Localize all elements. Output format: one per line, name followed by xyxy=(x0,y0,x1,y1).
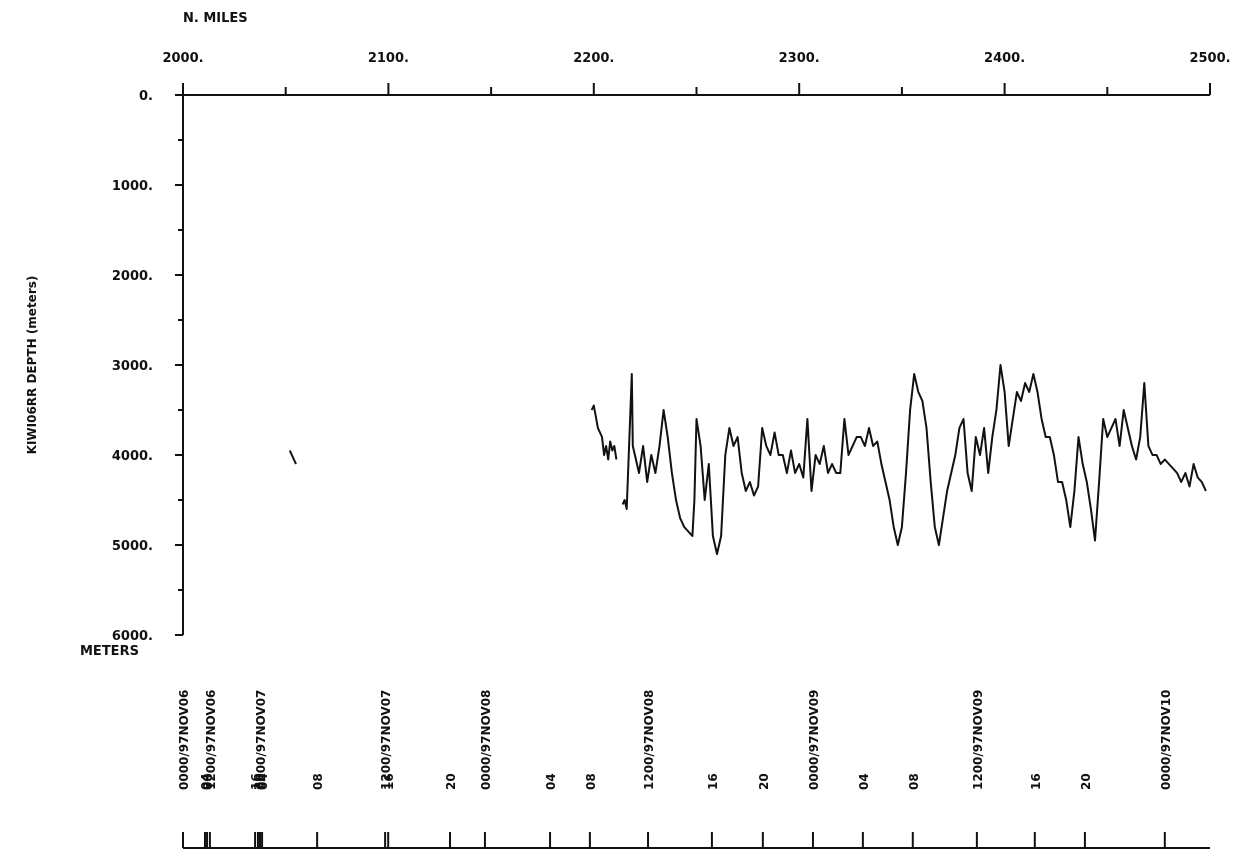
time-tick-label: 20 xyxy=(252,773,266,790)
y-tick-label: 6000. xyxy=(112,629,153,644)
time-tick-label: 1200/97NOV06 xyxy=(204,690,218,790)
time-tick-label: 1200/97NOV08 xyxy=(642,690,656,790)
time-tick-label: 16 xyxy=(382,773,396,790)
y-tick-label: 2000. xyxy=(112,269,153,284)
x-tick-label: 2300. xyxy=(779,51,820,66)
x-axis-title: N. MILES xyxy=(183,11,248,26)
time-tick-label: 20 xyxy=(444,773,458,790)
y-tick-label: 4000. xyxy=(112,449,153,464)
time-tick-label: 08 xyxy=(907,773,921,790)
y-unit: METERS xyxy=(80,644,139,659)
y-axis-title: KIWI06RR DEPTH (meters) xyxy=(25,276,39,455)
time-tick-label: 1200/97NOV07 xyxy=(379,690,393,790)
time-tick-label: 0000/97NOV07 xyxy=(254,690,268,790)
time-tick-label: 04 xyxy=(857,773,871,790)
time-tick-label: 16 xyxy=(1029,773,1043,790)
time-tick-label: 0000/97NOV06 xyxy=(177,690,191,790)
time-tick-label: 08 xyxy=(311,773,325,790)
time-tick-label: 0000/97NOV10 xyxy=(1159,690,1173,790)
y-tick-label: 3000. xyxy=(112,359,153,374)
time-tick-label: 20 xyxy=(757,773,771,790)
time-tick-label: 20 xyxy=(1079,773,1093,790)
time-tick-label: 08 xyxy=(201,773,215,790)
time-tick-label: 04 xyxy=(199,773,213,790)
x-tick-label: 2100. xyxy=(368,51,409,66)
time-tick-label: 08 xyxy=(584,773,598,790)
time-tick-label: 16 xyxy=(249,773,263,790)
time-tick-label: 1200/97NOV09 xyxy=(971,690,985,790)
y-tick-label: 1000. xyxy=(112,179,153,194)
x-tick-label: 2500. xyxy=(1189,51,1230,66)
x-tick-label: 2200. xyxy=(573,51,614,66)
time-tick-label: 16 xyxy=(706,773,720,790)
time-tick-label: 0000/97NOV08 xyxy=(479,690,493,790)
y-tick-label: 5000. xyxy=(112,539,153,554)
x-tick-label: 2400. xyxy=(984,51,1025,66)
y-tick-label: 0. xyxy=(139,89,153,104)
x-tick-label: 2000. xyxy=(162,51,203,66)
time-tick-label: 0000/97NOV09 xyxy=(807,690,821,790)
depth-line xyxy=(288,364,1207,555)
time-tick-label: 04 xyxy=(256,773,270,790)
time-tick-label: 04 xyxy=(544,773,558,790)
